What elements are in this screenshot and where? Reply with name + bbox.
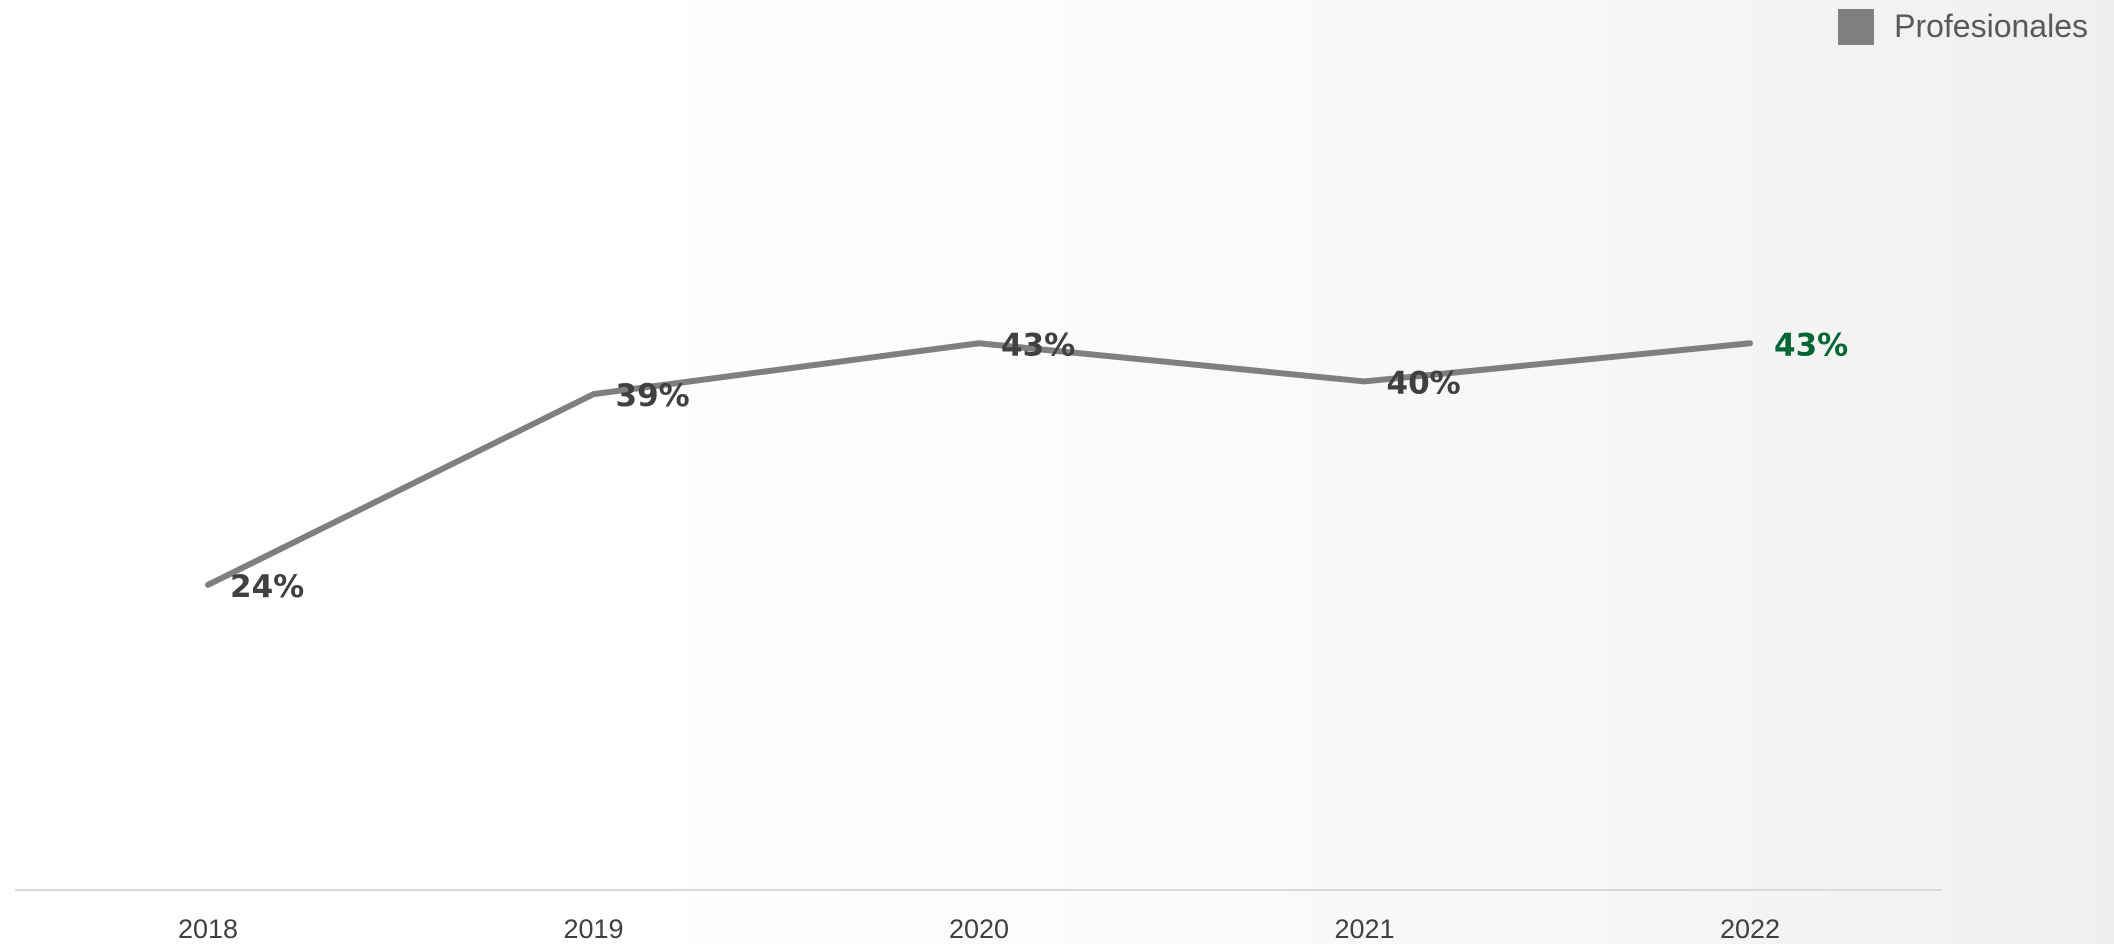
x-tick-label-2021: 2021 (1334, 914, 1394, 944)
data-labels: 24% 39% 43% 40% 43% (230, 327, 1848, 605)
legend-swatch (1838, 8, 1875, 45)
data-label-2021: 40% (1387, 365, 1461, 401)
x-tick-label-2022: 2022 (1720, 914, 1780, 944)
x-tick-label-2019: 2019 (563, 914, 623, 944)
x-tick-label-2020: 2020 (949, 914, 1009, 944)
series-line-profesionales (205, 340, 1753, 588)
data-label-2018: 24% (230, 569, 304, 605)
data-label-2022: 43% (1774, 327, 1848, 363)
x-tick-labels: 2018 2019 2020 2021 2022 (178, 914, 1780, 944)
x-tick-label-2018: 2018 (178, 914, 238, 944)
data-label-2020: 43% (1001, 327, 1075, 363)
legend: Profesionales (1838, 8, 2088, 45)
legend-label-profesionales: Profesionales (1894, 8, 2088, 44)
data-label-2019: 39% (616, 378, 690, 414)
